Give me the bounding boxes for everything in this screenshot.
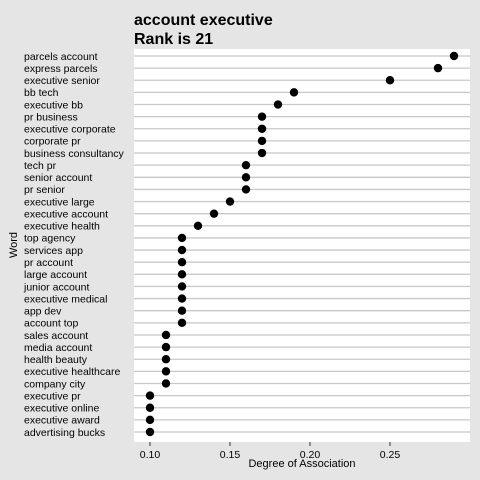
data-point (177, 245, 187, 255)
word-label: company city (24, 378, 86, 390)
data-point (449, 51, 459, 61)
x-tick-label: 0.15 (220, 449, 241, 461)
data-point (177, 306, 187, 315)
data-point (177, 270, 187, 279)
word-label: pr account (24, 257, 73, 269)
word-label: pr business (24, 111, 78, 123)
word-label: app dev (24, 306, 62, 318)
data-point (289, 88, 299, 97)
data-point (385, 76, 395, 85)
data-point (433, 63, 443, 73)
data-point (145, 403, 155, 412)
data-point (161, 330, 171, 340)
data-point (161, 379, 171, 388)
word-label: executive pr (24, 390, 81, 402)
data-points (145, 51, 459, 437)
word-label: executive award (24, 415, 100, 427)
data-point (145, 391, 155, 400)
data-point (177, 318, 187, 328)
word-label: large account (24, 269, 87, 281)
x-tick-label: 0.20 (300, 449, 321, 461)
x-tick-label: 0.25 (380, 449, 401, 461)
word-label: health beauty (24, 354, 88, 366)
word-label: executive senior (24, 75, 100, 87)
data-point (193, 221, 203, 231)
word-label: account top (24, 318, 78, 330)
x-axis-ticks: 0.10 0.15 0.20 0.25 (140, 442, 401, 461)
word-label: executive bb (24, 99, 83, 111)
data-point (257, 124, 267, 133)
data-point (177, 282, 187, 291)
x-tick-label: 0.10 (140, 449, 161, 461)
word-label: media account (24, 342, 92, 354)
word-label: pr senior (24, 184, 65, 196)
word-label: corporate pr (24, 136, 81, 148)
word-label: executive health (24, 221, 100, 233)
data-point (241, 185, 251, 194)
data-point (145, 427, 155, 437)
data-point (257, 148, 267, 158)
word-label: senior account (24, 172, 92, 184)
y-axis-title: Word (8, 232, 20, 258)
x-axis-title: Degree of Association (248, 458, 355, 470)
word-label: junior account (23, 281, 89, 293)
chart-title: account executive (134, 12, 273, 29)
data-point (161, 367, 171, 376)
word-label: executive medical (24, 293, 107, 305)
data-point (241, 173, 251, 182)
word-label: bb tech (24, 87, 59, 99)
data-point (241, 160, 251, 170)
data-point (177, 233, 187, 243)
plot-panel (134, 49, 470, 442)
data-point (145, 415, 155, 425)
data-point (225, 197, 235, 206)
data-point (273, 100, 283, 109)
word-label: executive corporate (24, 124, 116, 136)
word-label: business consultancy (24, 148, 125, 160)
data-point (161, 342, 171, 352)
word-label: executive online (24, 403, 99, 415)
word-label: parcels account (24, 51, 98, 63)
word-label: sales account (24, 330, 88, 342)
data-point (161, 355, 171, 364)
chart-subtitle: Rank is 21 (134, 31, 213, 48)
data-point (177, 294, 187, 303)
word-label: executive healthcare (24, 366, 120, 378)
word-label: executive account (24, 208, 108, 220)
data-point (177, 257, 187, 267)
word-label: services app (24, 245, 83, 257)
word-label: tech pr (24, 160, 57, 172)
word-label: top agency (24, 233, 76, 245)
grid-lines (134, 55, 470, 433)
word-label: executive large (24, 196, 95, 208)
data-point (257, 112, 267, 121)
word-label: advertising bucks (24, 427, 105, 439)
data-point (209, 209, 219, 218)
word-label: express parcels (24, 63, 98, 75)
data-point (257, 136, 267, 146)
